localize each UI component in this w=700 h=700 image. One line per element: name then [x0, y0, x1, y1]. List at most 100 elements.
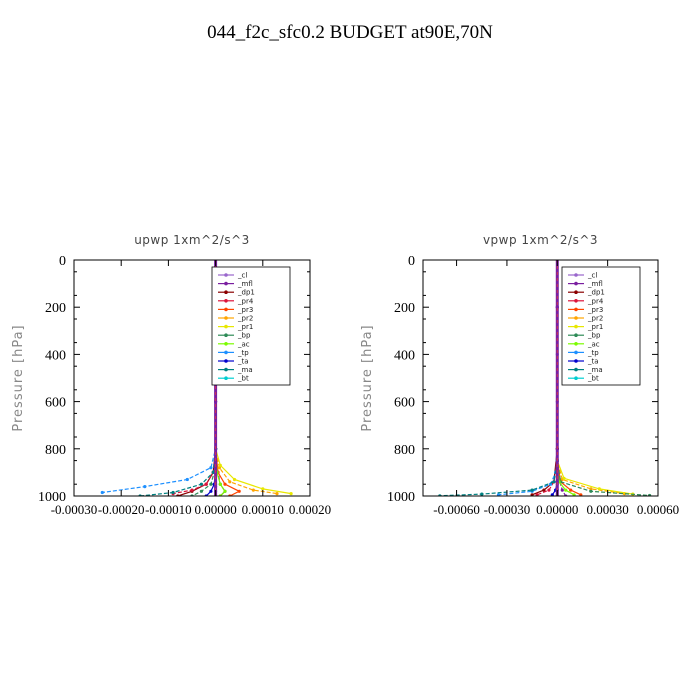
figure-title: 044_f2c_sfc0.2 BUDGET at90E,70N: [207, 22, 493, 43]
y-tick-label: 800: [394, 443, 415, 458]
series-point: [572, 493, 576, 496]
legend-marker: [224, 273, 228, 277]
legend-marker: [224, 281, 228, 286]
series-point: [237, 489, 241, 493]
series-point: [289, 492, 293, 496]
series-point: [199, 489, 203, 493]
series-line-tp: [102, 260, 217, 494]
series-point: [251, 488, 255, 492]
series-line-pr4: [536, 260, 558, 496]
plot-frame: [73, 259, 311, 497]
legend-marker: [224, 376, 228, 381]
x-tick-label: -0.00030: [484, 502, 531, 517]
series-point: [560, 488, 564, 492]
series-point: [597, 487, 601, 491]
series-line-ma: [140, 260, 217, 496]
legend-marker: [574, 376, 578, 381]
series-line-ma: [439, 260, 558, 496]
y-tick-label: 800: [45, 443, 66, 458]
y-tick-label: 400: [45, 348, 66, 363]
upwp-panel: upwp 1xm^2/s^3 Pressure [hPa] 0 200 400 600 80…: [11, 233, 331, 517]
y-axis-label: Pressure [hPa]: [360, 324, 375, 431]
legend-label: _pr4: [587, 297, 604, 305]
series-point: [496, 493, 501, 496]
legend-label: _bp: [587, 332, 601, 340]
y-tick-label: 0: [408, 254, 415, 269]
series-point: [209, 466, 213, 470]
legend-label: _bp: [237, 332, 251, 340]
series-point: [648, 493, 652, 496]
legend-marker: [224, 307, 228, 312]
series-point: [228, 480, 232, 484]
legend-marker: [224, 290, 228, 295]
legend-marker: [574, 290, 578, 295]
series-point: [204, 482, 208, 486]
legend-marker: [224, 333, 228, 338]
series-point: [190, 488, 194, 492]
legend-marker: [224, 316, 228, 320]
legend-label: _pr3: [587, 306, 603, 314]
y-axis-label: Pressure [hPa]: [11, 324, 26, 431]
series-line-pr4: [172, 260, 217, 495]
series-point: [569, 488, 573, 492]
y-tick-label: 400: [394, 348, 415, 363]
legend-label: _pr1: [237, 323, 253, 331]
legend-label: _ac: [237, 340, 250, 348]
legend-box: [211, 266, 291, 386]
legend-marker: [574, 316, 578, 320]
series-point: [218, 463, 222, 467]
series-point: [211, 470, 215, 474]
panel-title: upwp 1xm^2/s^3: [134, 233, 250, 247]
series-point: [552, 480, 556, 484]
legend-marker: [224, 342, 228, 346]
series-point: [199, 482, 203, 486]
series-point: [564, 488, 568, 492]
x-tick-label: 0.00030: [587, 502, 629, 517]
series-point: [530, 493, 534, 496]
x-tick-label: -0.00030: [51, 502, 98, 517]
y-tick-label: 200: [45, 301, 66, 316]
legend-label: _ma: [237, 366, 253, 374]
series-point: [535, 493, 539, 496]
series-point: [589, 489, 593, 493]
legend-marker: [224, 350, 228, 355]
series-point: [480, 492, 484, 496]
legend-label: _ma: [587, 366, 603, 374]
y-tick-label: 600: [394, 396, 415, 411]
series-point: [209, 482, 213, 486]
series-point: [542, 488, 546, 492]
series-point: [185, 477, 189, 482]
panel-title: vpwp 1xm^2/s^3: [483, 233, 598, 247]
legend-marker: [574, 342, 578, 346]
y-tick-label: 1000: [38, 490, 66, 505]
legend-label: _dp1: [587, 289, 605, 297]
legend-label: _bt: [237, 375, 249, 383]
legend-marker: [574, 359, 578, 363]
legend: _cl_mfl_dp1_pr4_pr3_pr2_pr1_bp_ac_tp_ta_…: [561, 266, 641, 386]
legend-marker: [574, 333, 578, 338]
legend-label: _tp: [587, 349, 599, 357]
y-tick-label: 600: [45, 396, 66, 411]
x-tick-label: -0.00020: [98, 502, 145, 517]
y-tick-label: 0: [59, 254, 66, 269]
legend-marker: [574, 324, 578, 329]
y-tick-label: 1000: [387, 490, 415, 505]
x-tick-label: 0.00000: [536, 502, 578, 517]
legend-label: _pr4: [237, 297, 254, 305]
series-point: [217, 466, 221, 470]
series-point: [261, 487, 265, 491]
x-tick-label: 0.00060: [637, 502, 679, 517]
legend-label: _mfl: [587, 280, 603, 288]
legend-marker: [224, 359, 228, 363]
legend-marker: [574, 273, 578, 277]
series-line-tp: [498, 260, 558, 496]
series-point: [100, 490, 104, 495]
series-point: [550, 493, 554, 496]
legend-label: _pr2: [237, 315, 253, 323]
series-point: [232, 477, 237, 482]
legend-label: _mfl: [237, 280, 253, 288]
series-point: [275, 492, 279, 496]
y-tick-label: 200: [394, 301, 415, 316]
plot-frame: [422, 259, 659, 497]
